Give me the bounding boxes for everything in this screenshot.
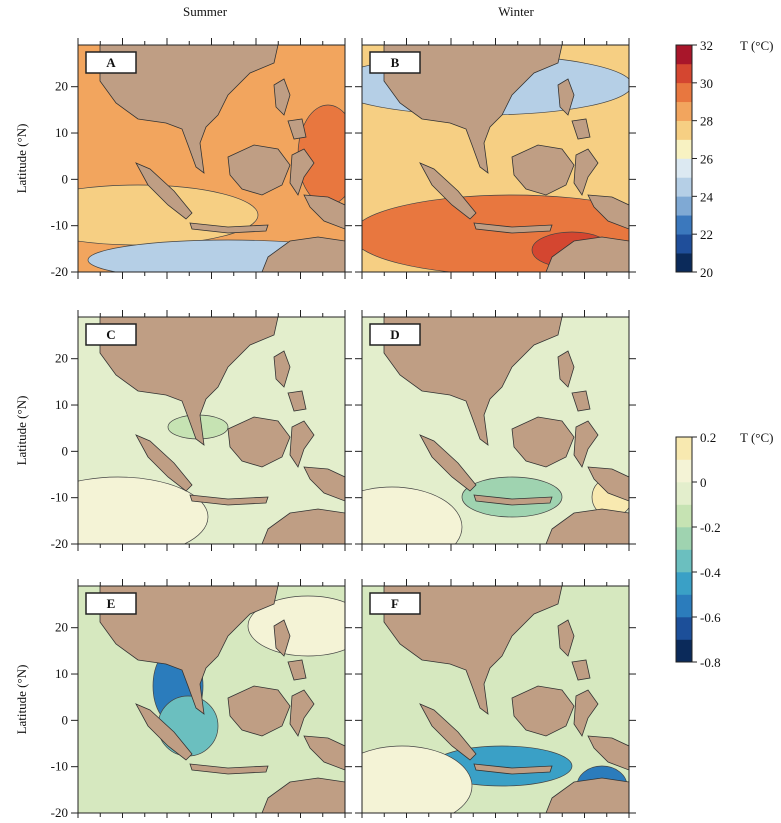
map-disc (362, 45, 629, 272)
y-tick-label: -20 (51, 805, 68, 818)
map-disc (78, 586, 345, 813)
y-tick-label: 0 (62, 171, 69, 186)
colorbar-tick-label: 22 (700, 227, 713, 242)
colorbar-band (676, 196, 692, 216)
y-tick-label: -10 (51, 490, 68, 505)
colorbar-band (676, 253, 692, 273)
contour-region (362, 745, 473, 813)
map-field (362, 586, 629, 813)
colorbar-tick-label: 32 (700, 38, 713, 53)
colorbar-band (676, 617, 692, 640)
map-panel: B (355, 38, 636, 279)
y-axis-label: Latitude (°N) (14, 124, 29, 194)
map-field (78, 45, 345, 272)
map-field (362, 45, 629, 272)
panel-label: A (106, 55, 116, 70)
colorbar-band (676, 437, 692, 460)
y-axis-label: Latitude (°N) (14, 665, 29, 735)
map-field (78, 586, 345, 813)
colorbar-band (676, 459, 692, 483)
colorbar-band (676, 594, 692, 618)
colorbar-band (676, 639, 692, 663)
colorbar-band (676, 504, 692, 528)
panel-label-box (369, 51, 421, 74)
column-title: Winter (498, 4, 534, 19)
colorbar-band (676, 234, 692, 254)
contour-region (78, 184, 259, 246)
y-tick-label: 20 (55, 351, 68, 366)
colorbar-band (676, 63, 692, 84)
colorbar-tick-label: -0.4 (700, 565, 721, 580)
y-tick-label: 0 (62, 712, 69, 727)
colorbar-unit: T (°C) (740, 38, 773, 53)
map-panel: D (355, 310, 636, 551)
y-tick-label: 20 (55, 79, 68, 94)
colorbar-band (676, 101, 692, 121)
map-disc (78, 45, 345, 272)
colorbar-tick-label: 20 (700, 265, 713, 280)
colorbar-band (676, 549, 692, 573)
y-tick-label: 10 (55, 397, 68, 412)
y-tick-label: 10 (55, 125, 68, 140)
panel-label-box (369, 323, 421, 346)
colorbar-band (676, 82, 692, 103)
y-tick-label: 20 (55, 620, 68, 635)
panel-label-box (85, 323, 137, 346)
map-field (78, 317, 345, 544)
y-tick-label: -10 (51, 759, 68, 774)
contour-region (78, 476, 209, 544)
colorbar-band (676, 45, 692, 65)
panel-label: F (391, 596, 399, 611)
colorbar-tick-label: 24 (700, 189, 714, 204)
colorbar-band (676, 158, 692, 178)
colorbar-band (676, 572, 692, 595)
panel-label: B (391, 55, 400, 70)
y-tick-label: 10 (55, 666, 68, 681)
colorbar-tick-label: 28 (700, 114, 713, 129)
y-tick-label: -20 (51, 536, 68, 551)
map-field (362, 317, 629, 544)
colorbar: 32 30 28 26 24 22 20 T (°C) (675, 38, 773, 280)
colorbar-tick-label: -0.2 (700, 520, 721, 535)
colorbar-band (676, 177, 692, 197)
colorbar-tick-label: -0.6 (700, 610, 721, 625)
panel-label: C (106, 327, 115, 342)
y-axis-label: Latitude (°N) (14, 396, 29, 466)
colorbar-tick-label: 0 (700, 475, 707, 490)
colorbar-band (676, 527, 692, 550)
colorbar-band (676, 120, 692, 140)
map-disc (362, 586, 629, 813)
colorbar-band (676, 482, 692, 505)
panel-label-box (85, 51, 137, 74)
colorbar-tick-label: 0.2 (700, 430, 716, 445)
panel-label: D (390, 327, 399, 342)
column-title: Summer (183, 4, 228, 19)
colorbar: 0.2 0 -0.2 -0.4 -0.6 -0.8 T (°C) (675, 430, 773, 670)
map-disc (362, 317, 629, 544)
panel-label-box (85, 592, 137, 615)
colorbar-tick-label: -0.8 (700, 655, 721, 670)
colorbar-tick-label: 30 (700, 76, 713, 91)
y-tick-label: 0 (62, 443, 69, 458)
map-panel: C 20 10 0 -10 -20 (51, 310, 352, 551)
panel-label-box (369, 592, 421, 615)
map-panel: F (355, 579, 636, 820)
colorbar-frame (675, 436, 693, 663)
map-panel: A 20 10 0 -10 -20 (51, 38, 352, 279)
colorbar-tick-label: 26 (700, 152, 714, 167)
colorbar-unit: T (°C) (740, 430, 773, 445)
y-tick-label: -10 (51, 218, 68, 233)
contour-region (461, 476, 563, 518)
panel-label: E (107, 596, 116, 611)
colorbar-band (676, 215, 692, 235)
colorbar-band (676, 139, 692, 159)
map-panel: E 20 10 0 -10 -20 (51, 579, 352, 820)
map-disc (78, 317, 345, 544)
contour-region (362, 486, 463, 544)
y-tick-label: -20 (51, 264, 68, 279)
